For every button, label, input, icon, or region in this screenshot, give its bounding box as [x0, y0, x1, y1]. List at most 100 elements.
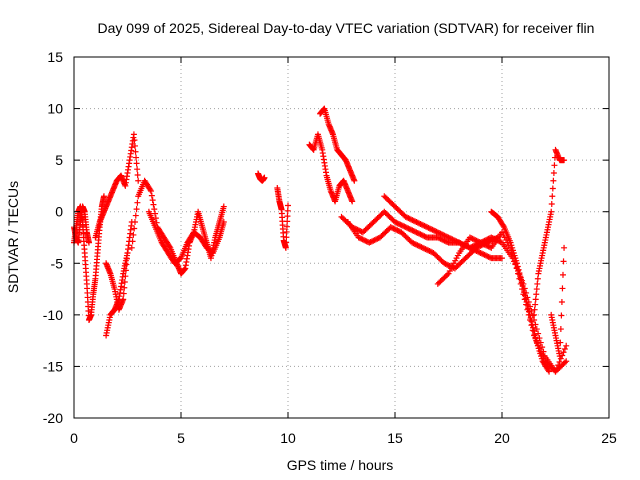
- data-point-interp: [476, 249, 483, 256]
- data-point-interp: [530, 324, 537, 331]
- data-point-interp: [284, 213, 291, 220]
- data-point-interp: [444, 233, 451, 240]
- data-point-interp: [437, 235, 444, 242]
- data-point-interp: [560, 349, 567, 356]
- data-point-interp: [469, 235, 476, 242]
- series-track-k: [317, 105, 358, 184]
- data-point-interp: [416, 220, 423, 227]
- data-point-interp: [524, 302, 531, 309]
- data-point: [351, 177, 358, 184]
- data-point-interp: [442, 238, 449, 245]
- data-point-interp: [409, 217, 416, 224]
- data-point-interp: [549, 193, 556, 200]
- data-point: [477, 239, 484, 246]
- data-point-interp: [406, 215, 413, 222]
- data-point: [556, 353, 563, 360]
- series-track-q: [531, 146, 568, 318]
- data-point-interp: [393, 226, 400, 233]
- data-point-interp: [438, 231, 445, 238]
- data-point-interp: [549, 185, 556, 192]
- data-point-interp: [283, 234, 290, 241]
- data-point-interp: [418, 231, 425, 238]
- data-point-interp: [484, 253, 491, 260]
- data-point: [563, 342, 570, 349]
- data-point-interp: [550, 177, 557, 184]
- data-point-interp: [521, 289, 528, 296]
- data-point-interp: [363, 238, 370, 245]
- data-point: [546, 368, 553, 375]
- data-point-interp: [121, 284, 128, 291]
- data-point-interp: [121, 278, 128, 285]
- data-point-interp: [122, 273, 129, 280]
- data-point-interp: [555, 362, 562, 369]
- data-point-interp: [408, 216, 415, 223]
- data-point-interp: [432, 228, 439, 235]
- y-tick-label: 10: [47, 101, 63, 117]
- data-point-interp: [482, 237, 489, 244]
- y-tick-label: 0: [55, 204, 63, 220]
- data-point-interp: [417, 231, 424, 238]
- data-point: [466, 244, 473, 251]
- data-point: [434, 234, 441, 241]
- series-track-r: [548, 244, 568, 360]
- data-point-interp: [150, 201, 157, 208]
- data-point: [531, 311, 538, 318]
- data-point-interp: [421, 245, 428, 252]
- data-point-interp: [452, 237, 459, 244]
- data-point-interp: [395, 228, 402, 235]
- series-track-h: [255, 170, 268, 184]
- series-track-b: [71, 203, 92, 246]
- data-point-interp: [429, 226, 436, 233]
- data-point: [441, 260, 448, 267]
- data-point: [355, 234, 362, 241]
- data-point-interp: [558, 312, 565, 319]
- data-point-interp: [478, 250, 485, 257]
- data-point: [349, 198, 356, 205]
- data-point-interp: [486, 254, 493, 261]
- data-point-interp: [133, 154, 140, 161]
- data-point-interp: [453, 238, 460, 245]
- data-point-interp: [362, 237, 369, 244]
- data-point-interp: [558, 298, 565, 305]
- data-point-interp: [550, 170, 557, 177]
- y-tick-label: -10: [43, 307, 63, 323]
- data-point: [387, 224, 394, 231]
- y-axis-label: SDTVAR / TECUs: [5, 181, 21, 293]
- data-point-interp: [515, 266, 522, 273]
- chart-title: Day 099 of 2025, Sidereal Day-to-day VTE…: [98, 20, 595, 36]
- data-point-interp: [130, 231, 137, 238]
- data-point-interp: [473, 237, 480, 244]
- data-point-interp: [410, 217, 417, 224]
- data-point-interp: [482, 242, 489, 249]
- data-point-interp: [531, 306, 538, 313]
- data-point-interp: [468, 244, 475, 251]
- data-point-interp: [401, 223, 408, 230]
- x-tick-label: 0: [70, 430, 78, 446]
- data-point-interp: [133, 206, 140, 213]
- data-point-interp: [129, 238, 136, 245]
- data-point-interp: [522, 295, 529, 302]
- data-point-interp: [410, 228, 417, 235]
- data-point-interp: [536, 335, 543, 342]
- data-point-interp: [133, 160, 140, 167]
- y-tick-label: 5: [55, 152, 63, 168]
- data-point-interp: [410, 240, 417, 247]
- data-point-interp: [393, 219, 400, 226]
- series-track-p: [488, 208, 553, 375]
- data-point-interp: [428, 226, 435, 233]
- data-point-interp: [408, 226, 415, 233]
- data-point-interp: [418, 244, 425, 251]
- data-point-interp: [406, 226, 413, 233]
- data-point: [445, 234, 452, 241]
- data-point-interp: [394, 220, 401, 227]
- data-point-interp: [420, 222, 427, 229]
- data-point-interp: [412, 218, 419, 225]
- x-tick-label: 15: [387, 430, 403, 446]
- data-point-interp: [485, 235, 492, 242]
- y-tick-label: 15: [47, 49, 63, 65]
- series-track-c: [92, 131, 142, 241]
- data-point: [135, 177, 142, 184]
- data-point-interp: [422, 223, 429, 230]
- data-point-interp: [480, 251, 487, 258]
- data-point-interp: [131, 137, 138, 144]
